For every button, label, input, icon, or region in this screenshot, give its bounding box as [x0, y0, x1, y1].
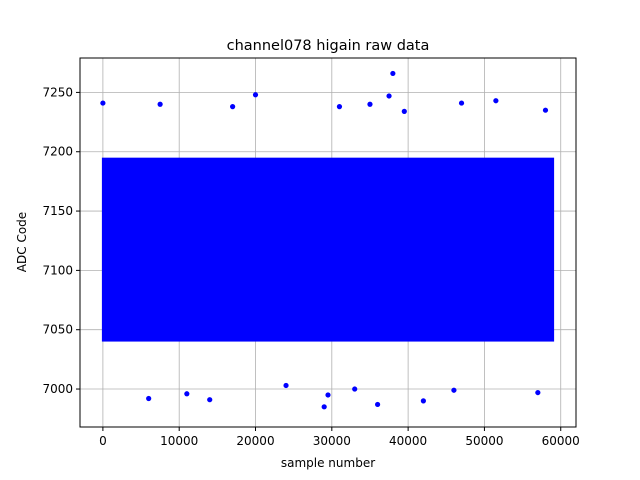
outlier-point: [352, 386, 358, 392]
x-tick-label: 60000: [542, 434, 580, 448]
outlier-point: [458, 100, 465, 106]
outlier-point: [146, 395, 152, 402]
outlier-point: [493, 98, 499, 104]
x-tick-label: 50000: [465, 434, 503, 448]
outlier-point: [401, 108, 407, 114]
outlier-point: [420, 398, 426, 404]
chart-title: channel078 higain raw data: [227, 38, 430, 54]
x-tick-label: 30000: [313, 434, 351, 448]
y-tick-label: 7000: [42, 382, 73, 396]
y-axis-label: ADC Code: [15, 212, 29, 272]
x-tick-label: 20000: [236, 434, 274, 448]
outlier-point: [283, 382, 289, 389]
y-axis-ticks: 7000 7050 7100 7150 7200 7250: [42, 85, 80, 396]
outlier-point: [100, 100, 106, 106]
outlier-point: [390, 70, 396, 77]
outlier-point: [184, 391, 190, 397]
outlier-point: [321, 404, 327, 410]
y-tick-label: 7150: [42, 204, 73, 218]
y-tick-label: 7250: [42, 85, 73, 99]
y-tick-label: 7200: [42, 145, 73, 159]
outlier-point: [386, 93, 392, 99]
x-axis-label: sample number: [281, 456, 375, 470]
x-tick-label: 10000: [160, 434, 198, 448]
x-tick-label: 0: [99, 434, 107, 448]
data-points: [100, 70, 555, 410]
y-tick-label: 7100: [42, 263, 73, 277]
x-tick-label: 40000: [389, 434, 427, 448]
outlier-point: [336, 104, 343, 110]
x-axis-ticks: 0 10000 20000 30000 40000 50000 60000: [99, 427, 580, 448]
outlier-point: [451, 387, 457, 393]
outlier-point: [535, 389, 541, 396]
outlier-point: [252, 92, 259, 98]
outlier-point: [207, 397, 213, 403]
outlier-point: [542, 107, 549, 113]
plot-frame: [79, 57, 577, 428]
outlier-point: [230, 104, 236, 110]
outlier-point: [157, 101, 163, 107]
dense-band: [101, 157, 555, 342]
outlier-point: [325, 392, 331, 398]
y-tick-label: 7050: [42, 323, 73, 337]
outlier-point: [375, 401, 381, 408]
outlier-point: [367, 101, 373, 107]
